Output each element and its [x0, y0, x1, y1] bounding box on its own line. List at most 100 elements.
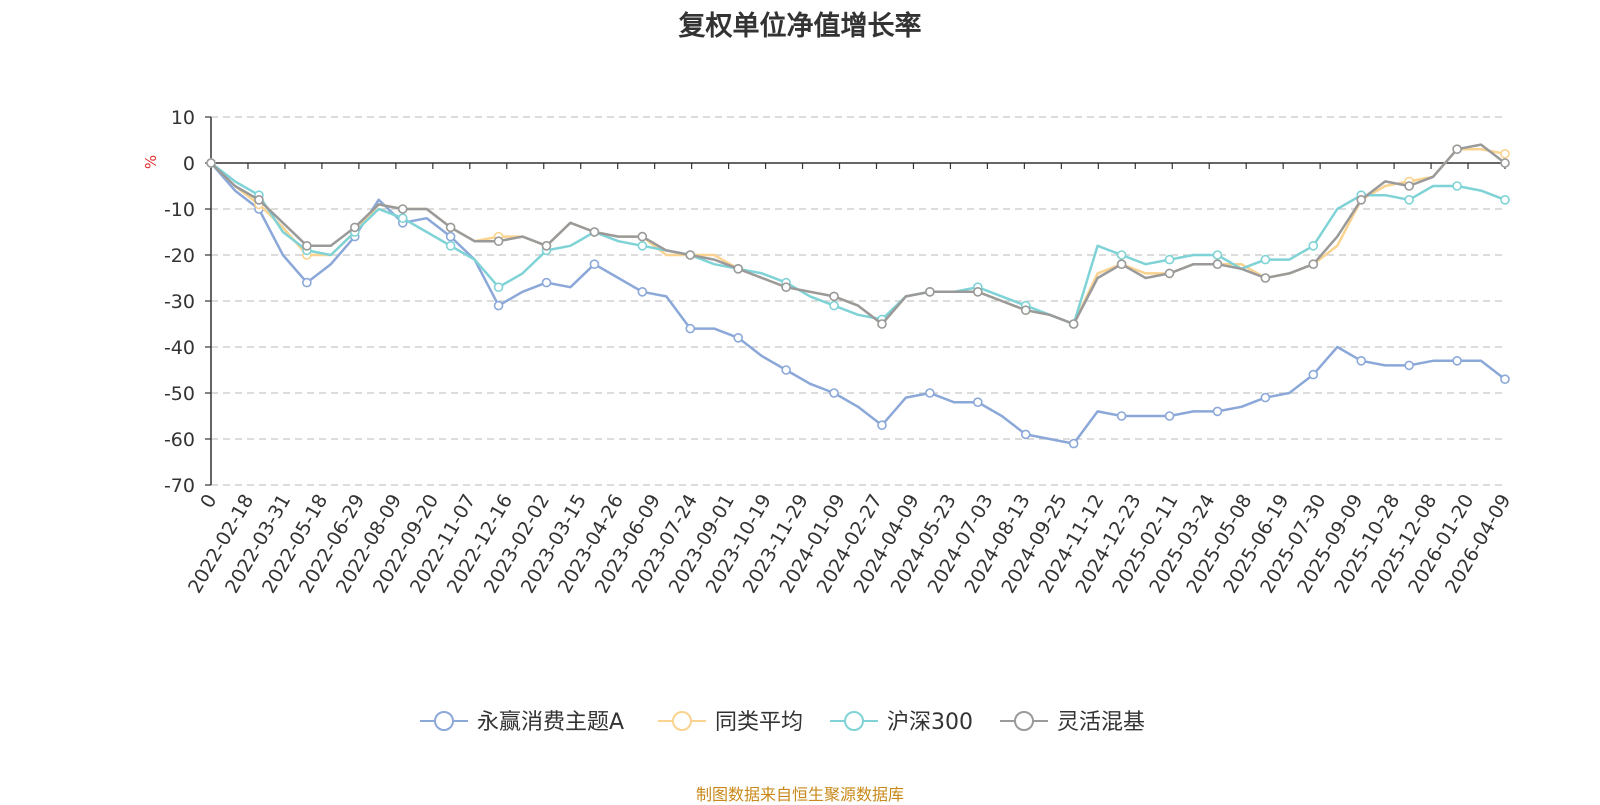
data-point [589, 227, 600, 237]
data-point [1116, 411, 1127, 421]
x-tick-label: 0 [196, 491, 221, 512]
data-point [349, 222, 360, 233]
data-point [1452, 181, 1462, 191]
data-point [829, 300, 839, 311]
data-point [1308, 369, 1319, 380]
data-point [1500, 149, 1510, 159]
data-point [637, 286, 648, 297]
data-point [781, 282, 791, 293]
legend-item[interactable]: 同类平均 [658, 710, 803, 735]
data-point [1500, 195, 1510, 205]
data-point [1068, 319, 1079, 329]
data-point [1164, 254, 1175, 265]
data-point [541, 241, 552, 251]
data-point [493, 282, 504, 293]
series-line-2 [210, 162, 1506, 326]
data-point [1404, 360, 1414, 371]
series-line-1 [210, 147, 1506, 326]
x-tick-labels: 02022-02-182022-03-312022-05-182022-06-2… [184, 491, 1515, 598]
series-line-3 [210, 143, 1506, 326]
data-point [1260, 254, 1271, 265]
data-point [781, 365, 791, 375]
axes [205, 116, 1506, 486]
data-point [1020, 305, 1031, 316]
y-tick-label: 10 [171, 107, 195, 129]
data-point [1020, 429, 1031, 440]
data-point [1164, 411, 1175, 421]
data-point [1212, 406, 1223, 417]
data-point [1116, 250, 1127, 260]
y-tick-label: -10 [164, 199, 195, 221]
data-point [733, 332, 743, 343]
data-point [1212, 250, 1223, 260]
gridlines [211, 116, 1505, 486]
y-tick-label: -60 [164, 429, 195, 451]
data-point [302, 277, 312, 288]
data-point [1500, 158, 1510, 168]
y-tick-labels: 10 0 -10 -20 -30 -40 -50 -60 -70 [164, 107, 195, 497]
data-point [877, 420, 887, 431]
data-point [254, 195, 264, 205]
data-point [1308, 241, 1319, 251]
data-point [445, 231, 456, 242]
legend-item[interactable]: 沪深300 [830, 710, 973, 735]
y-tick-label: 0 [183, 153, 195, 175]
series-lines [206, 143, 1510, 449]
data-point [637, 231, 648, 242]
data-point [445, 222, 456, 233]
y-tick-label: -70 [164, 475, 195, 497]
data-point [973, 286, 983, 297]
legend: 永赢消费主题A 同类平均 沪深300 灵活混基 [420, 710, 1145, 735]
data-point [206, 158, 216, 168]
data-point [973, 397, 983, 408]
legend-item[interactable]: 永赢消费主题A [420, 710, 624, 735]
data-point [1068, 438, 1079, 449]
data-point [925, 286, 935, 297]
data-point [1452, 144, 1462, 154]
data-source-note: 制图数据来自恒生聚源数据库 [695, 785, 904, 804]
data-point [1164, 268, 1175, 279]
y-tick-label: -50 [164, 383, 195, 405]
data-point [685, 250, 696, 260]
data-point [1452, 355, 1462, 366]
legend-marker [844, 711, 864, 731]
data-point [877, 319, 887, 329]
data-point [1212, 259, 1223, 270]
legend-label: 灵活混基 [1057, 710, 1145, 735]
data-point [1116, 259, 1127, 270]
data-point [397, 204, 408, 214]
legend-label: 沪深300 [887, 710, 973, 735]
y-axis-label: % [142, 155, 160, 169]
legend-marker [1014, 711, 1034, 731]
legend-label: 同类平均 [715, 710, 803, 735]
series-line-0 [210, 162, 1506, 445]
data-point [1356, 355, 1367, 366]
data-point [1308, 259, 1319, 270]
data-point [1404, 195, 1414, 205]
data-point [541, 277, 552, 288]
y-tick-label: -40 [164, 337, 195, 359]
data-point [302, 241, 312, 251]
data-point [733, 263, 743, 274]
data-point [397, 213, 408, 223]
data-point [637, 241, 648, 251]
y-tick-label: -30 [164, 291, 195, 313]
legend-label: 永赢消费主题A [477, 710, 624, 735]
legend-marker [434, 711, 454, 731]
data-point [1260, 273, 1271, 283]
data-point [1356, 195, 1367, 205]
data-point [1404, 181, 1414, 191]
data-point [829, 291, 839, 302]
data-point [1260, 392, 1271, 403]
legend-marker [672, 711, 692, 731]
chart-title: 复权单位净值增长率 [678, 11, 922, 42]
data-point [493, 236, 504, 246]
legend-item[interactable]: 灵活混基 [1000, 710, 1145, 735]
data-point [829, 388, 839, 398]
data-point [925, 388, 935, 398]
data-point [1500, 374, 1510, 385]
data-point [493, 300, 504, 311]
y-tick-label: -20 [164, 245, 195, 267]
data-point [445, 241, 456, 251]
